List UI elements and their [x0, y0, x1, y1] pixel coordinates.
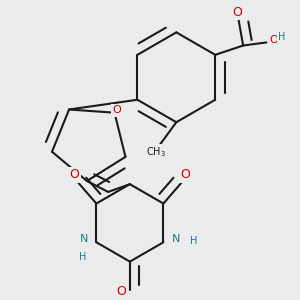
- Text: CH$_3$: CH$_3$: [146, 146, 166, 159]
- Text: O: O: [70, 168, 80, 181]
- Text: OH: OH: [269, 35, 286, 45]
- Text: H: H: [278, 32, 286, 42]
- Text: O: O: [180, 168, 190, 181]
- Text: O: O: [232, 6, 242, 19]
- Text: N: N: [172, 234, 180, 244]
- Text: O: O: [116, 286, 126, 298]
- Text: H: H: [79, 252, 86, 262]
- Text: H: H: [190, 236, 197, 246]
- Text: N: N: [80, 234, 88, 244]
- Text: O: O: [112, 105, 121, 115]
